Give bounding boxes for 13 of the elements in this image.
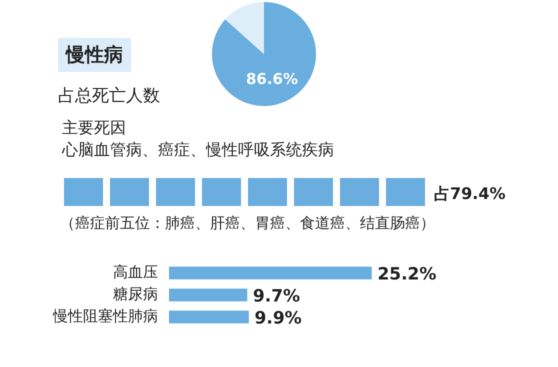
data-label: 86.6% [246, 70, 298, 88]
text: 占总死亡人数 [58, 85, 160, 107]
data-label: 9.7% [252, 286, 300, 306]
text: 主要死因 [62, 118, 126, 139]
text: （癌症前五位：肺癌、肝癌、胃癌、食道癌、结直肠癌） [60, 214, 435, 233]
text: 慢性病 [58, 38, 131, 72]
text: 占79.4% [434, 184, 506, 205]
y-tick-label: 糖尿病 [113, 284, 158, 303]
text: 心脑血管病、癌症、慢性呼吸系统疾病 [62, 140, 334, 161]
y-tick-label: 慢性阻塞性肺病 [52, 306, 158, 325]
y-tick-label: 高血压 [113, 262, 158, 281]
data-label: 25.2% [377, 264, 436, 284]
data-label: 9.9% [254, 308, 302, 328]
